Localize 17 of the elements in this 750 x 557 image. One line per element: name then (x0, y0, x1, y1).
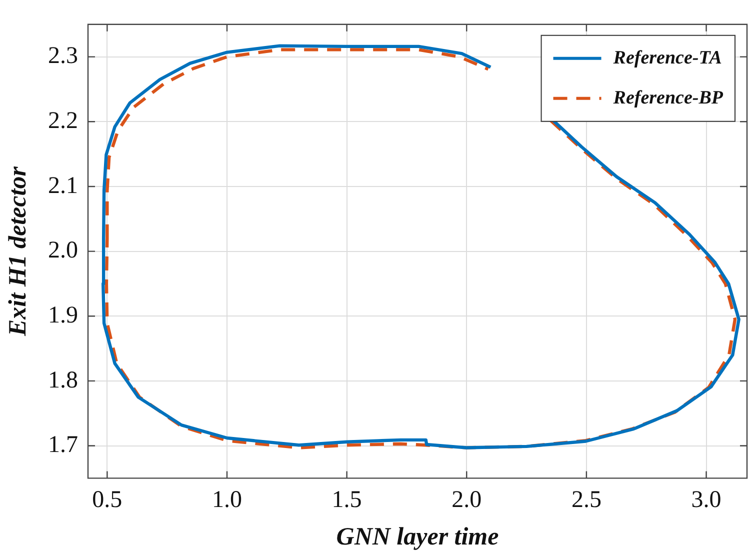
y-tick-label: 1.7 (48, 432, 78, 458)
x-tick-label: 2.5 (571, 486, 602, 513)
x-tick-label: 3.0 (691, 486, 722, 513)
y-tick-label: 2.2 (48, 108, 78, 134)
x-tick-label: 0.5 (92, 486, 122, 513)
y-tick-label: 1.9 (48, 302, 78, 328)
y-tick-label: 2.3 (48, 43, 78, 70)
x-axis-title: GNN layer time (336, 523, 499, 550)
x-tick-label: 1.0 (212, 486, 242, 513)
y-tick-label: 2.0 (48, 238, 78, 264)
y-tick-label: 1.8 (48, 367, 78, 394)
x-tick-label: 1.5 (332, 486, 362, 513)
legend-label: Reference-TA (612, 47, 722, 68)
legend-label: Reference-BP (612, 87, 724, 108)
y-tick-label: 2.1 (48, 172, 78, 199)
y-axis-title: Exit H1 detector (4, 166, 32, 338)
x-tick-label: 2.0 (452, 486, 482, 513)
